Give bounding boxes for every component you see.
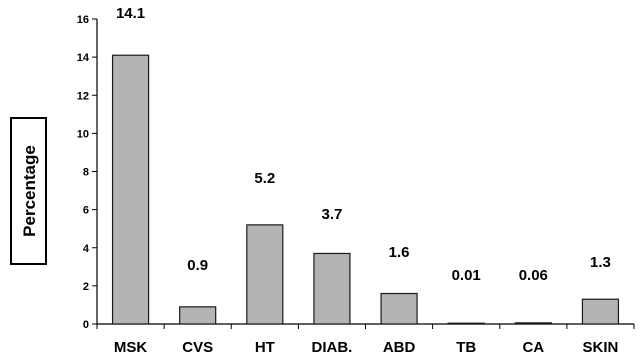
x-tick-label: CVS (182, 339, 213, 356)
y-axis-label: Percentage (20, 145, 39, 237)
y-tick-label: 10 (77, 128, 89, 140)
y-tick-label: 14 (77, 52, 90, 64)
x-tick-label: DIAB. (312, 339, 353, 356)
data-label: 1.6 (389, 244, 410, 261)
bar-abd (380, 292, 418, 325)
bars (111, 54, 620, 325)
y-tick-label: 2 (83, 281, 89, 293)
bar-msk (111, 54, 150, 325)
x-tick-label: TB (456, 339, 476, 356)
data-label: 5.2 (254, 170, 275, 187)
y-axis-label-group: Percentage (10, 117, 47, 265)
axes: 0 2 4 6 8 10 12 14 16 MSK CVS HT DIAB. ABD TB CA SKIN (77, 14, 635, 356)
bar-ht (246, 224, 284, 325)
y-tick-label: 4 (83, 243, 90, 255)
data-label: 0.06 (519, 267, 548, 284)
y-tick-label: 12 (77, 90, 89, 102)
data-label: 14.1 (116, 5, 145, 22)
bar-cvs (179, 306, 217, 325)
y-tick-label: 0 (83, 319, 89, 331)
data-label: 3.7 (322, 206, 343, 223)
y-tick-label: 16 (77, 14, 89, 26)
x-tick-label: HT (255, 339, 275, 356)
data-labels: 14.1 0.9 5.2 3.7 1.6 0.01 0.06 1.3 (116, 5, 611, 284)
data-label: 0.01 (452, 267, 481, 284)
y-axis-label-box (10, 117, 47, 265)
x-tick-label: SKIN (583, 339, 619, 356)
data-label: 0.9 (187, 257, 208, 274)
x-tick-label: ABD (383, 339, 416, 356)
y-tick-label: 6 (83, 205, 89, 217)
bar-skin (581, 298, 620, 325)
data-label: 1.3 (590, 254, 611, 271)
bar-tb (447, 322, 485, 325)
bar-diab (313, 252, 351, 325)
x-tick-label: MSK (114, 339, 148, 356)
bar-ca (514, 322, 552, 325)
y-tick-label: 8 (83, 167, 89, 179)
x-tick-label: CA (522, 339, 544, 356)
